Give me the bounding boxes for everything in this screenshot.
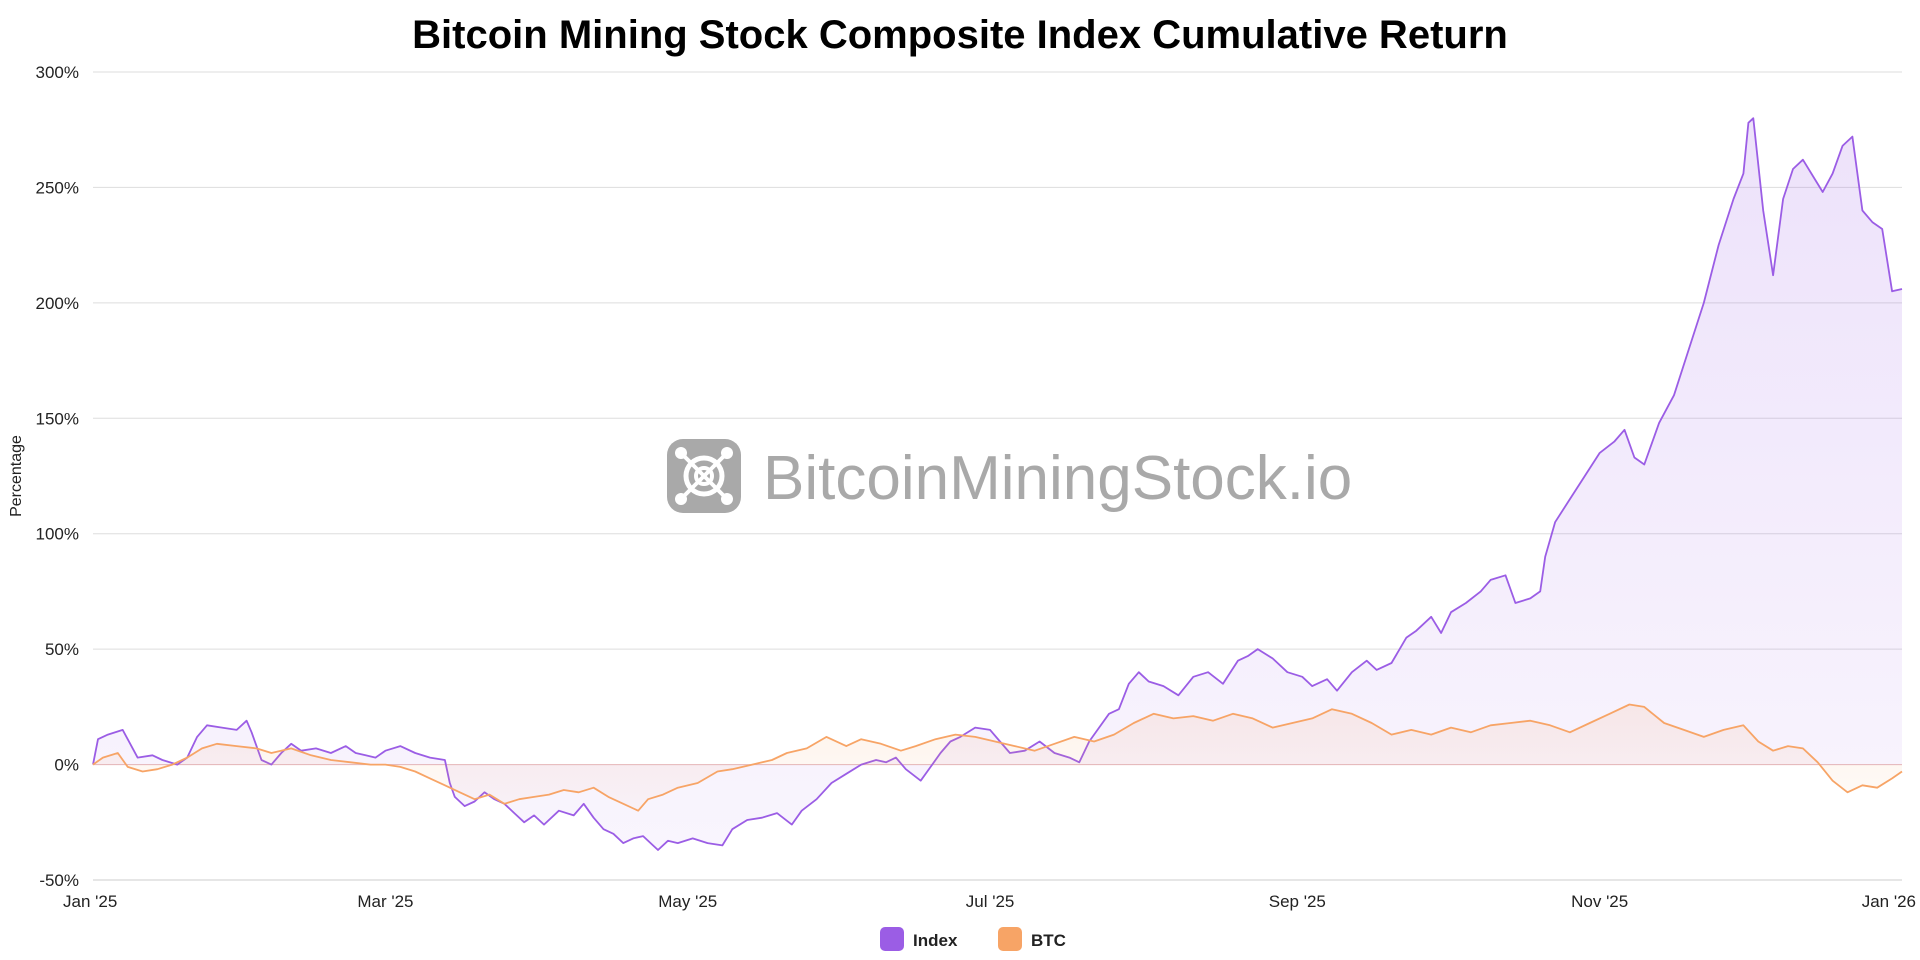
watermark-logo-icon <box>667 439 741 513</box>
y-tick-label: 250% <box>36 178 79 197</box>
y-tick-label: -50% <box>39 871 79 890</box>
legend-label-index: Index <box>913 931 958 950</box>
x-tick-label: Sep '25 <box>1269 892 1326 911</box>
x-tick-label: May '25 <box>658 892 717 911</box>
legend-swatch-btc <box>998 927 1022 951</box>
watermark-text: BitcoinMiningStock.io <box>763 444 1352 513</box>
x-tick-label: Jan '25 <box>63 892 117 911</box>
y-tick-label: 100% <box>36 525 79 544</box>
watermark: BitcoinMiningStock.io <box>667 439 1352 513</box>
x-tick-label: Mar '25 <box>357 892 413 911</box>
y-axis-ticks: -50% 0% 50% 100% 150% 200% 250% 300% <box>36 63 79 890</box>
y-tick-label: 150% <box>36 409 79 428</box>
series-area-btc <box>93 704 1902 811</box>
x-axis-ticks: Jan '25 Mar '25 May '25 Jul '25 Sep '25 Nov '… <box>63 879 1916 911</box>
series-layer <box>92 117 1903 851</box>
y-tick-label: 200% <box>36 294 79 313</box>
legend: Index BTC <box>880 927 1066 951</box>
x-tick-label: Jul '25 <box>966 892 1015 911</box>
series-line-btc <box>92 703 1903 812</box>
legend-item-index[interactable]: Index <box>880 927 958 951</box>
y-tick-label: 300% <box>36 63 79 82</box>
legend-label-btc: BTC <box>1031 931 1066 950</box>
chart-title: Bitcoin Mining Stock Composite Index Cum… <box>412 13 1508 57</box>
series-area-index <box>93 118 1902 850</box>
legend-swatch-index <box>880 927 904 951</box>
legend-item-btc[interactable]: BTC <box>998 927 1066 951</box>
y-axis-title: Percentage <box>8 435 25 517</box>
y-tick-label: 0% <box>54 756 79 775</box>
x-tick-label: Jan '26 <box>1862 892 1916 911</box>
y-tick-label: 50% <box>45 640 79 659</box>
x-tick-label: Nov '25 <box>1571 892 1628 911</box>
series-line-index <box>92 117 1903 851</box>
